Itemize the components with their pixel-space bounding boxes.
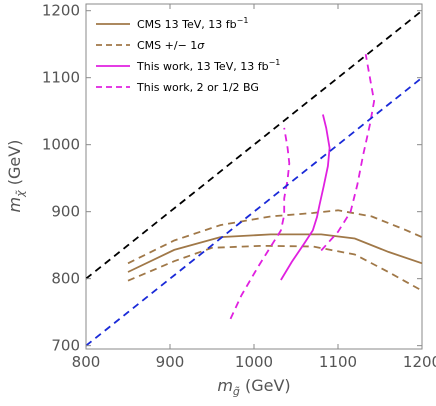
- x-axis-label-unit: (GeV): [240, 376, 291, 395]
- x-tick-label: 1200: [403, 353, 436, 371]
- series-line-3: [280, 114, 331, 281]
- y-tick-label: 1000: [42, 136, 80, 154]
- x-axis-label-sub: g̃: [233, 385, 240, 398]
- y-tick-label: 900: [51, 203, 80, 221]
- x-axis-label: mg̃ (GeV): [217, 376, 290, 398]
- series-line-0: [127, 233, 422, 273]
- x-tick-label: 900: [156, 353, 185, 371]
- ticks-layer: 800900100011001200700800900100011001200: [42, 2, 436, 371]
- y-tick-label: 1200: [42, 2, 80, 20]
- y-axis-label-main: m: [5, 197, 24, 213]
- legend: CMS 13 TeV, 13 fb−1 CMS +/− 1σ This work, …: [96, 16, 280, 94]
- legend-label-2: This work, 13 TeV, 13 fb−1: [136, 58, 280, 73]
- y-tick-label: 800: [51, 270, 80, 288]
- x-tick-label: 800: [72, 353, 101, 371]
- series-line-1: [127, 209, 422, 265]
- series-layer: [86, 9, 422, 347]
- x-axis-label-main: m: [217, 376, 233, 395]
- legend-label-3: This work, 2 or 1/2 BG: [136, 81, 259, 94]
- y-tick-label: 700: [51, 337, 80, 355]
- x-tick-label: 1000: [235, 353, 273, 371]
- y-axis-label: mχ̃ (GeV): [5, 140, 27, 213]
- plot-frame: [85, 3, 423, 350]
- y-tick-label: 1100: [42, 69, 80, 87]
- legend-label-0: CMS 13 TeV, 13 fb−1: [137, 16, 248, 31]
- y-axis-label-unit: (GeV): [5, 140, 24, 191]
- legend-label-1: CMS +/− 1σ: [137, 39, 205, 52]
- series-line-4: [229, 127, 291, 320]
- x-tick-label: 1100: [319, 353, 357, 371]
- y-axis-label-sub: χ̃: [14, 190, 27, 198]
- series-line-2: [127, 244, 422, 292]
